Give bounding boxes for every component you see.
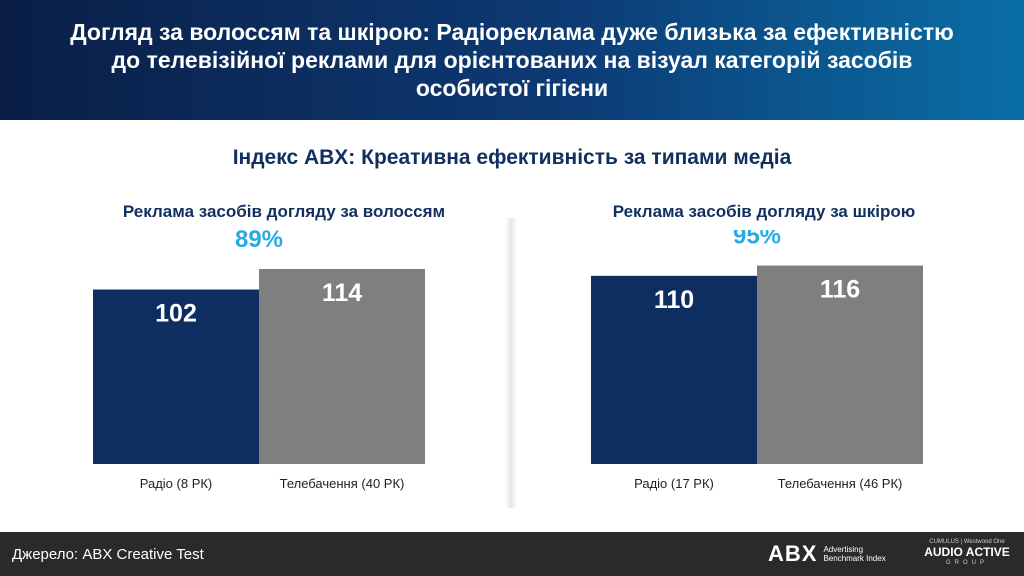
aag-logo-main: AUDIO ACTIVE [924, 545, 1010, 559]
hair-value-label-tv: 114 [322, 279, 362, 307]
skin-bar-radio [591, 275, 757, 464]
hair-category-label-tv: Телебачення (40 РК) [280, 476, 405, 491]
abx-logo-line1: Advertising [823, 545, 864, 554]
skin-bar-tv [757, 265, 923, 464]
skin-value-label-radio: 110 [654, 286, 694, 314]
header-banner: Догляд за волоссям та шкірою: Радіорекла… [0, 0, 1024, 120]
aag-logo-bottom: GROUP [945, 560, 988, 566]
skin-value-label-tv: 116 [820, 276, 860, 304]
skin-panel-title: Реклама засобів догляду за шкірою [612, 202, 916, 221]
source-note: Джерело: ABX Creative Test [12, 546, 204, 563]
hair-value-label-radio: 102 [155, 300, 197, 328]
abx-logo-mark: ABX [768, 541, 818, 566]
skin-ratio-label: 95% [733, 230, 781, 250]
chart-super-title: Індекс ABX: Креативна ефективність за ти… [232, 146, 792, 169]
abx-logo-line2: Benchmark Index [823, 554, 886, 563]
hair-chart: 102 Радіо (8 РК) 114 Телебачення (40 РК) 89% [93, 230, 425, 491]
hair-panel-title: Реклама засобів догляду за волоссям [122, 202, 446, 221]
audio-active-group-logo: CUMULUS | Westwood One AUDIO ACTIVE GROU… [915, 538, 1019, 567]
hair-bar-tv [259, 268, 425, 464]
hair-bar-radio [93, 289, 259, 464]
hair-category-label-radio: Радіо (8 РК) [140, 476, 213, 491]
abx-logo: ABX Advertising Benchmark Index [768, 541, 886, 567]
skin-category-label-radio: Радіо (17 РК) [634, 476, 714, 491]
panel-divider [505, 218, 517, 508]
footer-bar: Джерело: ABX Creative Test ABX Advertisi… [0, 532, 1024, 576]
skin-category-label-tv: Телебачення (46 РК) [778, 476, 903, 491]
hair-ratio-label: 89% [235, 230, 283, 253]
abx-logo-subtitle: Advertising Benchmark Index [823, 545, 885, 563]
skin-chart: 110 Радіо (17 РК) 116 Телебачення (46 РК) 95… [591, 230, 923, 491]
header-title: Догляд за волоссям та шкірою: Радіорекла… [70, 19, 954, 101]
aag-logo-top: CUMULUS | Westwood One [929, 539, 1005, 545]
